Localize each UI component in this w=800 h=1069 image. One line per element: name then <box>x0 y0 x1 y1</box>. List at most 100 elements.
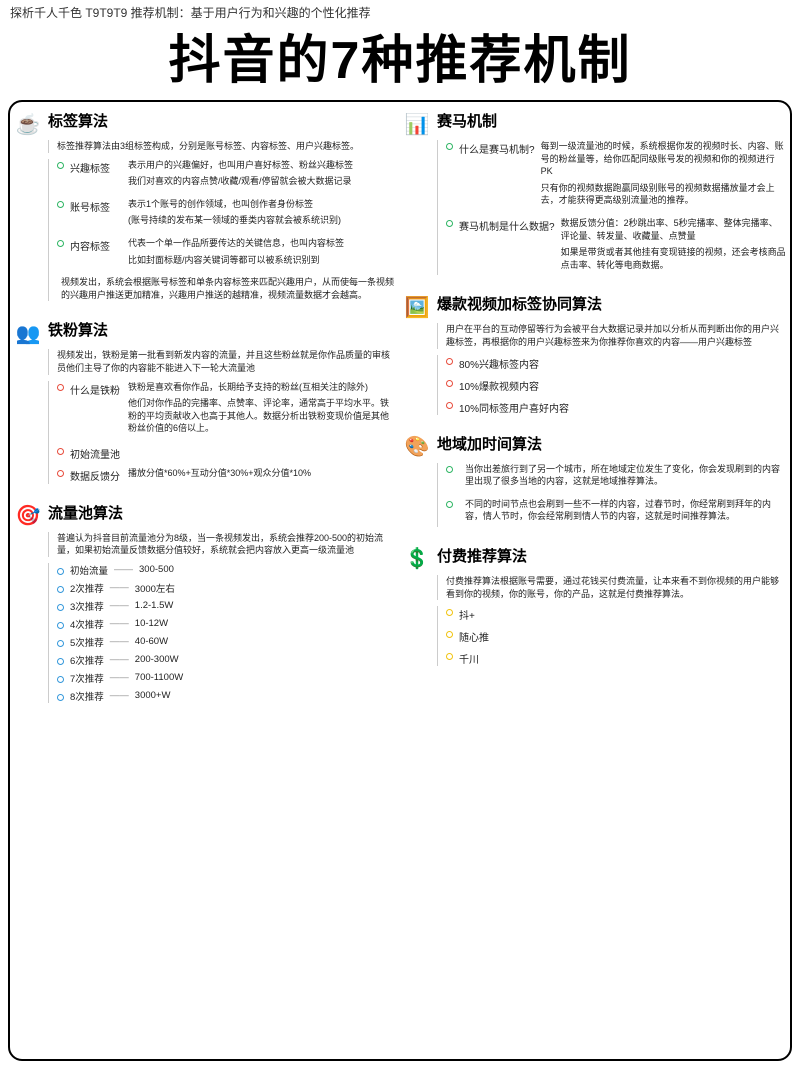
branch-dot <box>57 162 64 169</box>
branch-content: 不同的时间节点也会刷到一些不一样的内容，过春节时，你经常刷到拜年的内容，情人节时… <box>459 498 786 527</box>
flow-dot <box>57 640 64 647</box>
section: 👥铁粉算法视频发出，铁粉是第一批看到新发内容的流量，并且这些粉丝就是你作品质量的… <box>14 319 397 489</box>
branch-dot <box>446 402 453 409</box>
branch: 不同的时间节点也会刷到一些不一样的内容，过春节时，你经常刷到拜年的内容，情人节时… <box>446 498 786 527</box>
section-intro: 付费推荐算法根据账号需要，通过花钱买付费流量，让本来看不到你视频的用户能够看到你… <box>437 575 786 600</box>
flow-row: 7次推荐 —— 700-1100W <box>57 671 397 685</box>
section-intro: 视频发出，铁粉是第一批看到新发内容的流量，并且这些粉丝就是你作品质量的审核员他们… <box>48 349 397 374</box>
section-title: 赛马机制 <box>437 110 497 131</box>
flow-label: 6次推荐 <box>70 653 104 667</box>
flow-label: 2次推荐 <box>70 581 104 595</box>
flow-value: 40-60W <box>135 636 168 647</box>
branch: 什么是铁粉铁粉是喜欢看你作品，长期给予支持的粉丝(互相关注的除外)他们对你作品的… <box>57 381 397 439</box>
branch-item: 每到一级流量池的时候，系统根据你发的视频时长、内容、账号的粉丝量等，给你匹配同级… <box>541 140 786 178</box>
arrow-icon: —— <box>110 600 129 611</box>
section: 📊 赛马机制什么是赛马机制? 每到一级流量池的时候，系统根据你发的视频时长、内容、账… <box>403 110 786 281</box>
branch-item: (账号持续的发布某一领域的垂类内容就会被系统识别) <box>128 214 397 227</box>
flow-value: 700-1100W <box>135 672 183 683</box>
flow-value: 10-12W <box>135 618 168 629</box>
arrow-icon: —— <box>110 672 129 683</box>
branch-content: 每到一级流量池的时候，系统根据你发的视频时长、内容、账号的粉丝量等，给你匹配同级… <box>535 140 786 211</box>
branch: 随心推 <box>446 628 786 644</box>
branch-content: 播放分值*60%+互动分值*30%+观众分值*10% <box>122 467 397 484</box>
branch: 10%爆款视频内容 <box>446 377 786 393</box>
branch-label: 80%兴趣标签内容 <box>459 355 539 371</box>
section-icon: 👥 <box>14 319 42 347</box>
branch: 80%兴趣标签内容 <box>446 355 786 371</box>
branch-item: 我们对喜欢的内容点赞/收藏/观看/停留就会被大数据记录 <box>128 175 397 188</box>
section: 🎯 流量池算法普遍认为抖音目前流量池分为8级，当一条视频发出，系统会推荐200-5… <box>14 502 397 707</box>
branch-dot <box>57 240 64 247</box>
branch: 10%同标签用户喜好内容 <box>446 399 786 415</box>
branch-dot <box>446 380 453 387</box>
branch-label: 内容标签 <box>70 237 122 253</box>
branch-dot <box>446 653 453 660</box>
branch-item: 铁粉是喜欢看你作品，长期给予支持的粉丝(互相关注的除外) <box>128 381 397 394</box>
section-icon: 🖼️ <box>403 293 431 321</box>
flow-dot <box>57 658 64 665</box>
branch-item: 代表一个单一作品所要传达的关键信息，也叫内容标签 <box>128 237 397 250</box>
branch-label: 千川 <box>459 650 511 666</box>
flow-dot <box>57 568 64 575</box>
branch-content: 表示1个账号的创作领域，也叫创作者身份标签 (账号持续的发布某一领域的垂类内容就会… <box>122 198 397 231</box>
branch-content: 铁粉是喜欢看你作品，长期给予支持的粉丝(互相关注的除外)他们对你作品的完播率、点… <box>122 381 397 439</box>
flow-label: 初始流量 <box>70 563 108 577</box>
branch-label: 随心推 <box>459 628 511 644</box>
flow-row: 6次推荐 —— 200-300W <box>57 653 397 667</box>
columns: ☕标签算法标签推荐算法由3组标签构成，分别是账号标签、内容标签、用户兴趣标签。兴… <box>14 110 786 1055</box>
section-footer-text: 视频发出，系统会根据账号标签和单条内容标签来匹配兴趣用户，从而使每一条视频的兴趣… <box>57 276 397 301</box>
arrow-icon: —— <box>114 564 133 575</box>
branch-dot <box>446 466 453 473</box>
flow-label: 8次推荐 <box>70 689 104 703</box>
flow-value: 200-300W <box>135 654 179 665</box>
branch: 千川 <box>446 650 786 666</box>
section-icon: 📊 <box>403 110 431 138</box>
flow-dot <box>57 604 64 611</box>
section-intro: 普遍认为抖音目前流量池分为8级，当一条视频发出，系统会推荐200-500的初始流… <box>48 532 397 557</box>
flow-label: 5次推荐 <box>70 635 104 649</box>
flow-row: 3次推荐——1.2-1.5W <box>57 599 397 613</box>
branch: 赛马机制是什么数据?数据反馈分值：2秒跳出率、5秒完播率、整体完播率、评论量、转… <box>446 217 786 275</box>
flow-value: 3000+W <box>135 690 171 701</box>
arrow-icon: —— <box>110 690 129 701</box>
section-icon: 🎨 <box>403 433 431 461</box>
column-right: 📊 赛马机制什么是赛马机制? 每到一级流量池的时候，系统根据你发的视频时长、内容、账… <box>403 110 786 1055</box>
section: 💲付费推荐算法付费推荐算法根据账号需要，通过花钱买付费流量，让本来看不到你视频的… <box>403 545 786 672</box>
arrow-icon: —— <box>110 582 129 593</box>
section-body: 初始流量——300-5002次推荐——3000左右3次推荐——1.2-1.5W4… <box>48 563 397 703</box>
branch-item: 表示用户的兴趣偏好，也叫用户喜好标签、粉丝兴趣标签 <box>128 159 397 172</box>
branch-label: 什么是赛马机制? <box>459 140 535 156</box>
arrow-icon: —— <box>110 654 129 665</box>
section-intro: 标签推荐算法由3组标签构成，分别是账号标签、内容标签、用户兴趣标签。 <box>48 140 397 153</box>
branch-item: 比如封面标题/内容关键词等都可以被系统识别到 <box>128 254 397 267</box>
branch-item: 数据反馈分值：2秒跳出率、5秒完播率、整体完播率、评论量、转发量、收藏量、点赞量 <box>561 217 786 242</box>
branch-item: 只有你的视频数据跑赢同级别账号的视频数据播放量才会上去，才能获得更高级别流量池的… <box>541 182 786 207</box>
branch-item: 不同的时间节点也会刷到一些不一样的内容，过春节时，你经常刷到拜年的内容，情人节时… <box>465 498 786 523</box>
branch-dot <box>446 358 453 365</box>
page-title: 抖音的7种推荐机制 <box>0 18 800 93</box>
section-body: 什么是铁粉铁粉是喜欢看你作品，长期给予支持的粉丝(互相关注的除外)他们对你作品的… <box>48 381 397 484</box>
section-intro: 用户在平台的互动停留等行为会被平台大数据记录并加以分析从而判断出你的用户兴趣标签… <box>437 323 786 348</box>
branch-content: 数据反馈分值：2秒跳出率、5秒完播率、整体完播率、评论量、转发量、收藏量、点赞量… <box>555 217 786 275</box>
arrow-icon: —— <box>110 618 129 629</box>
section-title: 付费推荐算法 <box>437 545 527 566</box>
branch-dot <box>57 448 64 455</box>
section-title: 流量池算法 <box>48 502 123 523</box>
branch-dot <box>446 501 453 508</box>
branch-dot <box>446 609 453 616</box>
branch: 账号标签表示1个账号的创作领域，也叫创作者身份标签(账号持续的发布某一领域的垂类… <box>57 198 397 231</box>
flow-row: 初始流量——300-500 <box>57 563 397 577</box>
branch-item: 表示1个账号的创作领域，也叫创作者身份标签 <box>128 198 397 211</box>
flow-row: 5次推荐——40-60W <box>57 635 397 649</box>
branch: 当你出差旅行到了另一个城市，所在地域定位发生了变化，你会发现刷到的内容里出现了很… <box>446 463 786 492</box>
flow-label: 7次推荐 <box>70 671 104 685</box>
branch: 内容标签代表一个单一作品所要传达的关键信息，也叫内容标签比如封面标题/内容关键词… <box>57 237 397 270</box>
branch-label: 10%同标签用户喜好内容 <box>459 399 569 415</box>
branch-dot <box>57 384 64 391</box>
section-body: 当你出差旅行到了另一个城市，所在地域定位发生了变化，你会发现刷到的内容里出现了很… <box>437 463 786 527</box>
branch: 抖+ <box>446 606 786 622</box>
branch-item: 当你出差旅行到了另一个城市，所在地域定位发生了变化，你会发现刷到的内容里出现了很… <box>465 463 786 488</box>
flow-label: 3次推荐 <box>70 599 104 613</box>
section-icon: 🎯 <box>14 502 42 530</box>
section: 🎨地域加时间算法当你出差旅行到了另一个城市，所在地域定位发生了变化，你会发现刷到… <box>403 433 786 533</box>
